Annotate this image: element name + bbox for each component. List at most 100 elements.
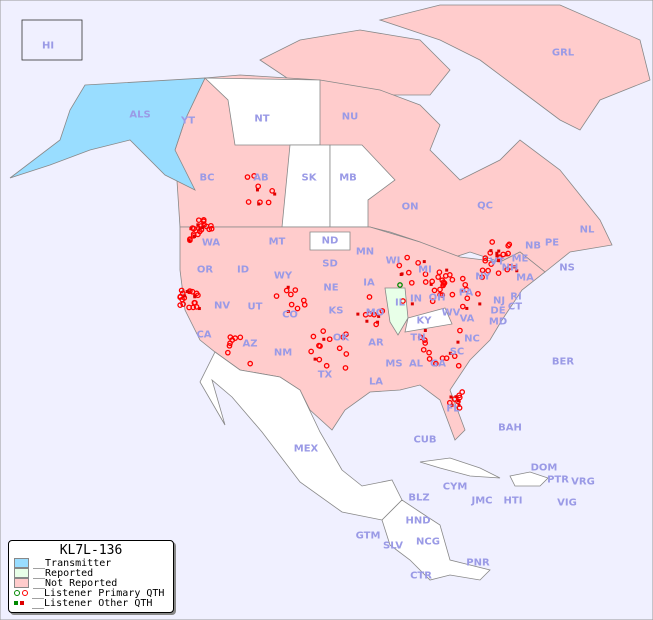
listener-other-marker	[478, 302, 482, 306]
listener-primary-marker	[310, 333, 317, 340]
region-label-de: DE	[490, 305, 506, 317]
region-label-ncg: NCG	[416, 536, 440, 548]
listener-primary-marker	[442, 273, 449, 279]
region-label-tn: TN	[410, 332, 426, 344]
listener-primary-marker	[429, 278, 436, 285]
region-label-ky: KY	[416, 315, 432, 327]
listener-primary-marker	[459, 303, 466, 310]
region-label-nm: NM	[273, 347, 293, 359]
region-label-nl: NL	[579, 224, 595, 236]
region-label-sc: SC	[449, 346, 465, 358]
listener-primary-marker	[320, 328, 327, 334]
listener-other-marker	[459, 289, 463, 293]
region-label-mn: MN	[355, 246, 375, 258]
region-label-or: OR	[196, 264, 214, 276]
region-label-als: ALS	[129, 109, 151, 121]
listener-other-marker	[198, 227, 202, 231]
listener-primary-marker	[429, 298, 436, 305]
listener-other-marker	[450, 403, 454, 407]
listener-primary-marker	[441, 280, 448, 286]
listener-primary-marker	[189, 225, 196, 231]
listener-primary-marker	[422, 340, 429, 346]
region-label-mt: MT	[268, 236, 286, 248]
listener-other-marker	[365, 319, 369, 323]
region-label-ne: NE	[323, 282, 339, 294]
listener-other-marker	[187, 239, 191, 243]
listener-other-marker	[196, 223, 200, 227]
region-label-mex: MEX	[293, 443, 319, 455]
listener-primary-marker	[415, 259, 421, 266]
region-label-pnr: PNR	[466, 557, 490, 569]
listener-primary-marker	[459, 389, 466, 395]
listener-primary-marker	[482, 257, 489, 264]
region-label-bc: BC	[199, 172, 215, 184]
region-label-nv: NV	[213, 300, 231, 312]
listener-primary-marker	[247, 360, 254, 367]
listener-primary-marker	[500, 251, 507, 258]
region-label-ber: BER	[551, 356, 575, 368]
listener-other-marker	[183, 294, 187, 298]
listener-primary-marker	[300, 297, 307, 304]
listener-primary-marker	[208, 225, 215, 232]
region-greenland	[378, 4, 651, 131]
region-cuba	[419, 457, 501, 479]
listener-primary-marker	[437, 286, 443, 293]
region-label-mo: MO	[365, 307, 385, 319]
listener-other-marker	[497, 249, 501, 253]
transmitter-swatch	[14, 558, 29, 568]
region-label-al: AL	[408, 358, 424, 370]
listener-primary-marker	[379, 308, 386, 314]
region-central-america	[381, 499, 491, 581]
listener-primary-marker	[362, 311, 369, 318]
listener-primary-marker	[405, 269, 412, 276]
listener-primary-marker	[422, 279, 429, 285]
listener-other-marker	[187, 291, 191, 295]
region-label-ga: GA	[430, 358, 446, 370]
region-label-id: ID	[236, 264, 250, 276]
region-label-co: CO	[282, 309, 298, 321]
listener-other-marker	[200, 226, 204, 230]
region-label-ar: AR	[368, 337, 384, 349]
region-label-sd: SD	[322, 258, 338, 270]
region-label-nj: NJ	[492, 295, 506, 307]
listener-other-marker	[356, 312, 360, 316]
listener-other-marker	[515, 269, 519, 273]
region-label-nd: ND	[321, 235, 339, 247]
hawaii-inset	[21, 19, 83, 61]
listener-primary-marker	[373, 321, 380, 328]
listener-primary-marker	[482, 255, 489, 261]
listener-primary-marker	[426, 349, 432, 356]
region-label-cub: CUB	[413, 434, 437, 446]
listener-primary-marker	[191, 299, 198, 306]
listener-primary-marker	[251, 173, 257, 179]
listener-other-marker	[456, 340, 460, 344]
listener-other-marker	[422, 260, 426, 264]
listener-other-marker	[286, 285, 290, 289]
listener-primary-marker	[193, 304, 200, 310]
listener-primary-marker	[457, 327, 463, 334]
region-il	[384, 287, 409, 336]
listener-primary-marker	[463, 286, 470, 293]
region-label-ptr: PTR	[547, 474, 569, 486]
listener-other-marker	[273, 192, 277, 196]
listener-other-marker	[456, 399, 460, 403]
listener-other-marker	[423, 329, 427, 333]
region-label-ia: IA	[363, 277, 375, 289]
listener-primary-marker	[288, 301, 295, 308]
listener-primary-marker	[420, 346, 427, 353]
listener-primary-marker	[497, 255, 503, 261]
listener-other-marker	[445, 268, 449, 272]
listener-primary-marker	[455, 362, 462, 369]
listener-primary-marker	[342, 365, 349, 371]
region-label-vt: VT	[489, 256, 505, 268]
listener-primary-marker	[224, 349, 231, 356]
legend-label: __Not Reported	[33, 577, 118, 589]
listener-other-marker	[286, 309, 290, 313]
listener-other-marker	[400, 272, 404, 276]
listener-primary-marker	[437, 291, 443, 298]
listener-primary-marker	[283, 287, 290, 294]
listener-primary-marker	[396, 262, 403, 269]
listener-primary-marker	[227, 334, 234, 340]
